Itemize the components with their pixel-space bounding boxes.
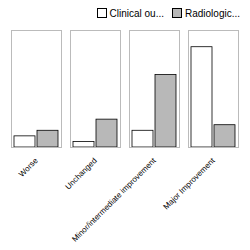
svg-text:Unchanged: Unchanged <box>63 156 98 191</box>
html-text:Radiologic...: Radiologic... <box>185 7 240 19</box>
svg-text:Major Improvement: Major Improvement <box>162 156 218 212</box>
html-text:Clinical ou...: Clinical ou... <box>109 7 164 19</box>
svg-text:Worse: Worse <box>17 156 40 179</box>
svg-text:Minor/intermediate improvement: Minor/intermediate improvement <box>70 156 158 244</box>
